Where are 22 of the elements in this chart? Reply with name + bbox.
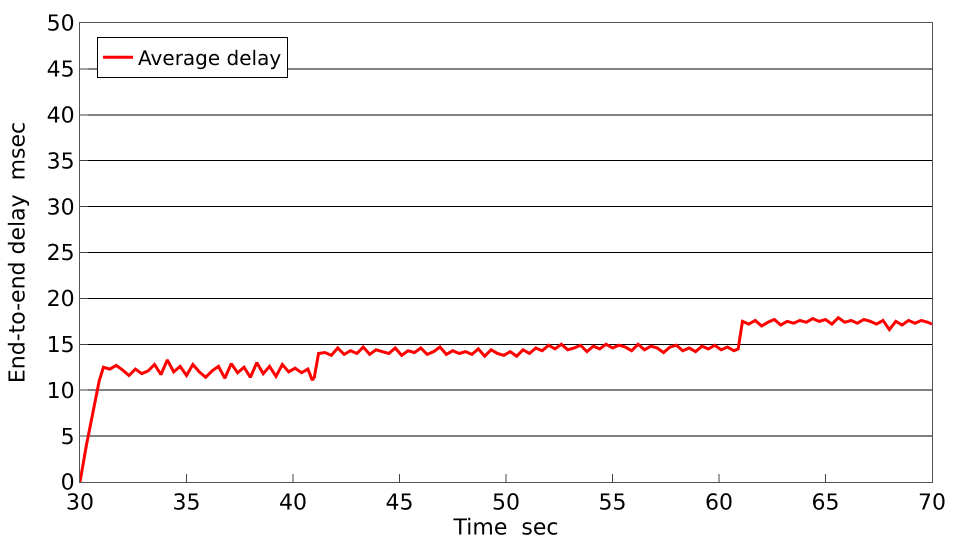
y-tick-label: 50 [46, 12, 75, 37]
x-tick-label: 70 [918, 490, 946, 516]
x-tick-label: 60 [705, 490, 733, 516]
y-tick-label: 10 [46, 378, 75, 404]
x-tick-label: 65 [812, 490, 840, 516]
x-axis-title: Time sec [452, 515, 558, 540]
y-tick-label: 25 [46, 241, 75, 266]
x-tick-label: 35 [172, 490, 200, 516]
x-tick-label: 55 [598, 490, 626, 516]
y-tick-label: 45 [46, 58, 75, 83]
y-tick-label: 40 [46, 104, 75, 128]
y-tick-label: 15 [46, 333, 75, 358]
y-tick-label: 35 [46, 149, 75, 174]
line-series [80, 316, 932, 482]
y-tick-label: 5 [60, 424, 75, 450]
y-tick-label: 30 [46, 195, 75, 220]
x-tick-label: 45 [386, 490, 414, 516]
legend-label: Average delay [138, 46, 282, 70]
x-tick-label: 40 [279, 490, 307, 516]
y-axis-title: End-to-end delay msec [5, 122, 30, 384]
y-tick-label: 20 [46, 287, 75, 312]
x-tick-label: 50 [492, 490, 520, 516]
